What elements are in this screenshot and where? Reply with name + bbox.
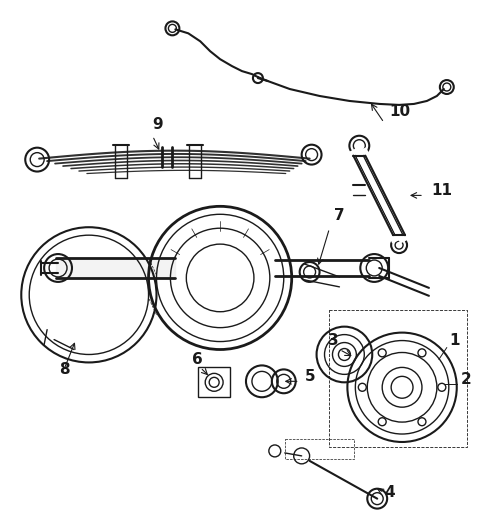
- Text: 4: 4: [384, 485, 395, 500]
- Text: 3: 3: [328, 333, 338, 348]
- Text: 9: 9: [152, 117, 163, 132]
- Text: 11: 11: [431, 184, 452, 198]
- Text: 8: 8: [59, 362, 70, 377]
- Text: 1: 1: [450, 333, 460, 348]
- Text: 7: 7: [334, 208, 345, 223]
- Text: 10: 10: [389, 104, 410, 119]
- Text: 6: 6: [192, 352, 203, 368]
- Text: 2: 2: [461, 372, 471, 387]
- Text: 5: 5: [304, 369, 315, 385]
